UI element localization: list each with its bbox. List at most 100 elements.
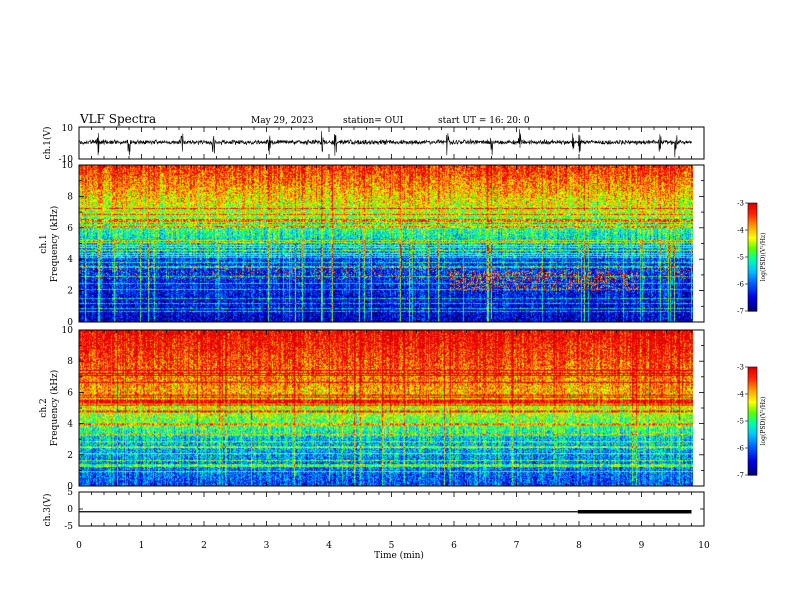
colorbar-segment <box>748 241 757 244</box>
colorbar-segment <box>748 431 757 434</box>
colorbar-segment <box>748 367 757 370</box>
colorbar-segment <box>748 281 757 284</box>
colorbar-segment <box>748 291 757 294</box>
colorbar-segment <box>748 265 757 268</box>
colorbar-segment <box>748 443 757 446</box>
colorbar-segment <box>748 455 757 458</box>
colorbar-segment <box>748 435 757 438</box>
colorbar-segment <box>748 279 757 282</box>
ch2-spectrogram-ylabel-channel: ch.2 <box>39 398 49 417</box>
colorbar-tick-label: -4 <box>737 227 744 235</box>
colorbar-segment <box>748 301 757 304</box>
x-tick-label: 8 <box>576 541 582 551</box>
colorbar-segment <box>748 433 757 436</box>
ch1-ytick-top: 10 <box>62 124 74 134</box>
x-tick-label: 9 <box>639 541 645 551</box>
colorbar-segment <box>748 417 757 420</box>
ch1-spectrogram-image <box>79 165 693 322</box>
colorbar-segment <box>748 401 757 404</box>
colorbar-segment <box>748 299 757 302</box>
x-tick-label: 4 <box>326 541 332 551</box>
colorbar-segment <box>748 269 757 272</box>
colorbar-segment <box>748 465 757 468</box>
colorbar-segment <box>748 425 757 428</box>
colorbar-segment <box>748 233 757 236</box>
colorbar-segment <box>748 247 757 250</box>
colorbar-segment <box>748 305 757 308</box>
colorbar-segment <box>748 371 757 374</box>
colorbar-segment <box>748 419 757 422</box>
colorbar-segment <box>748 255 757 258</box>
colorbar-segment <box>748 449 757 452</box>
colorbar-segment <box>748 393 757 396</box>
header-station: station= OUI <box>343 116 404 126</box>
colorbar-segment <box>748 383 757 386</box>
colorbar-segment <box>748 411 757 414</box>
colorbar-segment <box>748 427 757 430</box>
x-tick-label: 7 <box>514 541 520 551</box>
colorbar-segment <box>748 441 757 444</box>
colorbar-segment <box>748 369 757 372</box>
colorbar-segment <box>748 467 757 470</box>
y-tick-label: 2 <box>67 287 73 297</box>
colorbar-segment <box>748 389 757 392</box>
colorbar-segment <box>748 277 757 280</box>
y-tick-label: 0 <box>67 505 73 515</box>
x-tick-label: 3 <box>264 541 270 551</box>
colorbar-segment <box>748 429 757 432</box>
colorbar-segment <box>748 257 757 260</box>
colorbar-tick-label: -7 <box>737 308 744 316</box>
colorbar-segment <box>748 225 757 228</box>
y-tick-label: 6 <box>67 224 73 234</box>
ch1-waveform-ylabel: ch.1(V) <box>42 127 53 160</box>
y-tick-label: 8 <box>67 192 73 202</box>
colorbar-segment <box>748 397 757 400</box>
colorbar-segment <box>748 229 757 232</box>
figure-title: VLF Spectra <box>79 112 156 126</box>
colorbar-segment <box>748 399 757 402</box>
colorbar-segment <box>748 453 757 456</box>
colorbar-segment <box>748 205 757 208</box>
ch1-waveform-panel: 10 -10 ch.1(V) <box>42 124 705 165</box>
colorbar-segment <box>748 231 757 234</box>
y-tick-label: 8 <box>67 357 73 367</box>
colorbar-segment <box>748 217 757 220</box>
colorbar-segment <box>748 463 757 466</box>
colorbar-segment <box>748 263 757 266</box>
colorbar-segment <box>748 407 757 410</box>
colorbar-segment <box>748 471 757 474</box>
ch1-spectrogram-ylabel-freq: Frequency (kHz) <box>49 206 60 283</box>
ch1-waveform-ticks <box>78 127 705 159</box>
colorbar-segment <box>748 391 757 394</box>
colorbar-tick-label: -6 <box>737 281 744 289</box>
ch1-waveform-trace <box>78 129 692 158</box>
y-tick-label: 10 <box>62 326 74 336</box>
colorbar-segment <box>748 415 757 418</box>
colorbar-segment <box>748 445 757 448</box>
colorbar-tick-label: -3 <box>737 200 744 208</box>
colorbar-segment <box>748 447 757 450</box>
colorbar-segment <box>748 309 757 312</box>
x-tick-label: 1 <box>139 541 145 551</box>
y-tick-label: 0 <box>67 482 73 492</box>
colorbar-segment <box>748 373 757 376</box>
ch3-frame <box>78 491 705 527</box>
colorbar-segment <box>748 237 757 240</box>
colorbar-segment <box>748 459 757 462</box>
colorbar-segment <box>748 295 757 298</box>
colorbar-tick-label: -6 <box>737 445 744 453</box>
colorbar-segment <box>748 461 757 464</box>
colorbar-segment <box>748 379 757 382</box>
colorbar-segment <box>748 219 757 222</box>
colorbar-segment <box>748 261 757 264</box>
header-date: May 29, 2023 <box>251 116 314 126</box>
colorbar-segment <box>748 377 757 380</box>
colorbar-segment <box>748 289 757 292</box>
colorbar-segment <box>748 385 757 388</box>
ch2-colorbar-label: log(PSD)(V²/Hz) <box>760 397 767 446</box>
colorbar-segment <box>748 403 757 406</box>
colorbar-segment <box>748 457 757 460</box>
ch1-spectrogram-ticks: 0 2 4 6 8 10 <box>62 161 705 328</box>
x-tick-label: 6 <box>451 541 457 551</box>
